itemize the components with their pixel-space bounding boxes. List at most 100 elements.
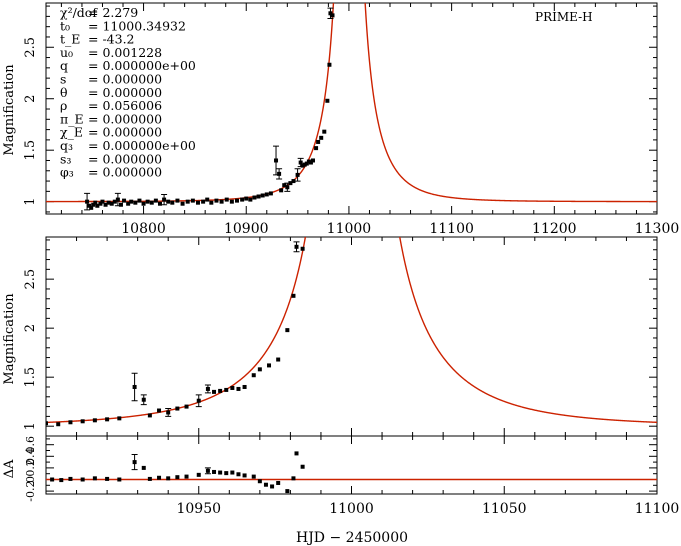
data-point [256,194,261,199]
residual-panel: 10950 11000 11050 11100 0.60.40.20-0.2 [24,435,680,517]
data-point [322,129,327,134]
x-tick-label: 11000 [327,221,372,237]
data-point [224,471,229,476]
param-value: = 0.000000 [88,151,162,166]
data-point [132,460,137,465]
data-point [147,476,152,481]
data-point [242,473,247,478]
data-point [327,62,332,67]
data-point [92,418,97,423]
data-point [56,422,61,427]
data-point [105,417,110,422]
param-value: = 0.056006 [88,98,162,113]
x-tick-label: 11050 [482,501,527,517]
data-point [291,476,296,481]
data-point [166,199,171,204]
data-point [205,386,210,391]
data-point [274,158,279,163]
x-axis-label: HJD − 2450000 [296,530,408,546]
param-value: = 0.000000 [88,125,162,140]
data-point [240,197,245,202]
data-series [46,241,305,427]
data-point [330,13,335,18]
x-tick-label: 10800 [121,221,166,237]
x-tick-label: 11200 [532,221,577,237]
data-point [276,357,281,362]
data-point [294,244,299,249]
param-symbol: s₃ [60,151,71,166]
data-point [115,197,120,202]
y-tick-label: 0.2 [24,459,37,477]
data-point [95,203,100,208]
data-point [92,476,97,481]
data-point [87,203,92,208]
param-symbol: χ_E [60,125,83,140]
data-point [59,478,64,483]
data-point [175,406,180,411]
data-point [100,199,105,204]
data-point [257,367,262,372]
data-point [205,197,210,202]
top-panel-label: PRIME-H [535,10,593,24]
data-point [302,162,307,167]
data-point [288,181,293,186]
data-point [257,479,262,484]
data-point [267,363,272,368]
data-point [132,384,137,389]
data-point [175,475,180,480]
y-tick-label: 2 [23,324,38,332]
data-point [291,179,296,184]
data-point [105,476,110,481]
data-point [80,419,85,424]
data-point [195,200,200,205]
param-value: = 0.000000 [88,111,162,126]
param-symbol: t₀ [60,18,70,33]
data-point [117,416,122,421]
data-point [218,388,223,393]
top-y-axis-label: Magnification [2,64,17,156]
data-point [279,188,284,193]
data-point [248,197,253,202]
data-point [300,246,305,251]
data-point [141,397,146,402]
data-point [201,199,206,204]
param-symbol: ρ [60,98,67,113]
param-symbol: t_E [60,32,80,47]
data-point [157,408,162,413]
y-tick-label: 1 [23,198,38,206]
data-point [285,489,290,494]
data-point [68,476,73,481]
data-point [328,11,333,16]
data-point [260,193,265,198]
data-point [276,480,281,485]
param-symbol: θ [60,85,68,100]
param-symbol: π_E [60,111,84,126]
data-point [252,195,257,200]
data-point [251,373,256,378]
data-point [235,198,240,203]
data-point [141,201,146,206]
middle-y-axis-label: Magnification [2,293,17,385]
data-point [224,197,229,202]
data-series [50,451,305,494]
data-point [80,477,85,482]
y-tick-label: 0.6 [24,436,37,454]
data-point [325,98,330,103]
data-point [166,410,171,415]
data-point [129,199,134,204]
x-tick-label: 10950 [176,501,221,517]
param-symbol: s [60,72,66,87]
model-curve [46,237,657,424]
param-symbol: q [60,58,68,73]
x-tick-label: 11000 [329,501,374,517]
x-tick-label: 11100 [635,501,680,517]
param-value: = 0.000000e+00 [88,138,196,153]
y-tick-label: -0.2 [24,480,37,501]
data-point [133,200,138,205]
data-point [277,171,282,176]
data-point [162,197,167,202]
param-value: = 11000.34932 [88,18,186,33]
data-point [68,420,73,425]
data-point [212,389,217,394]
